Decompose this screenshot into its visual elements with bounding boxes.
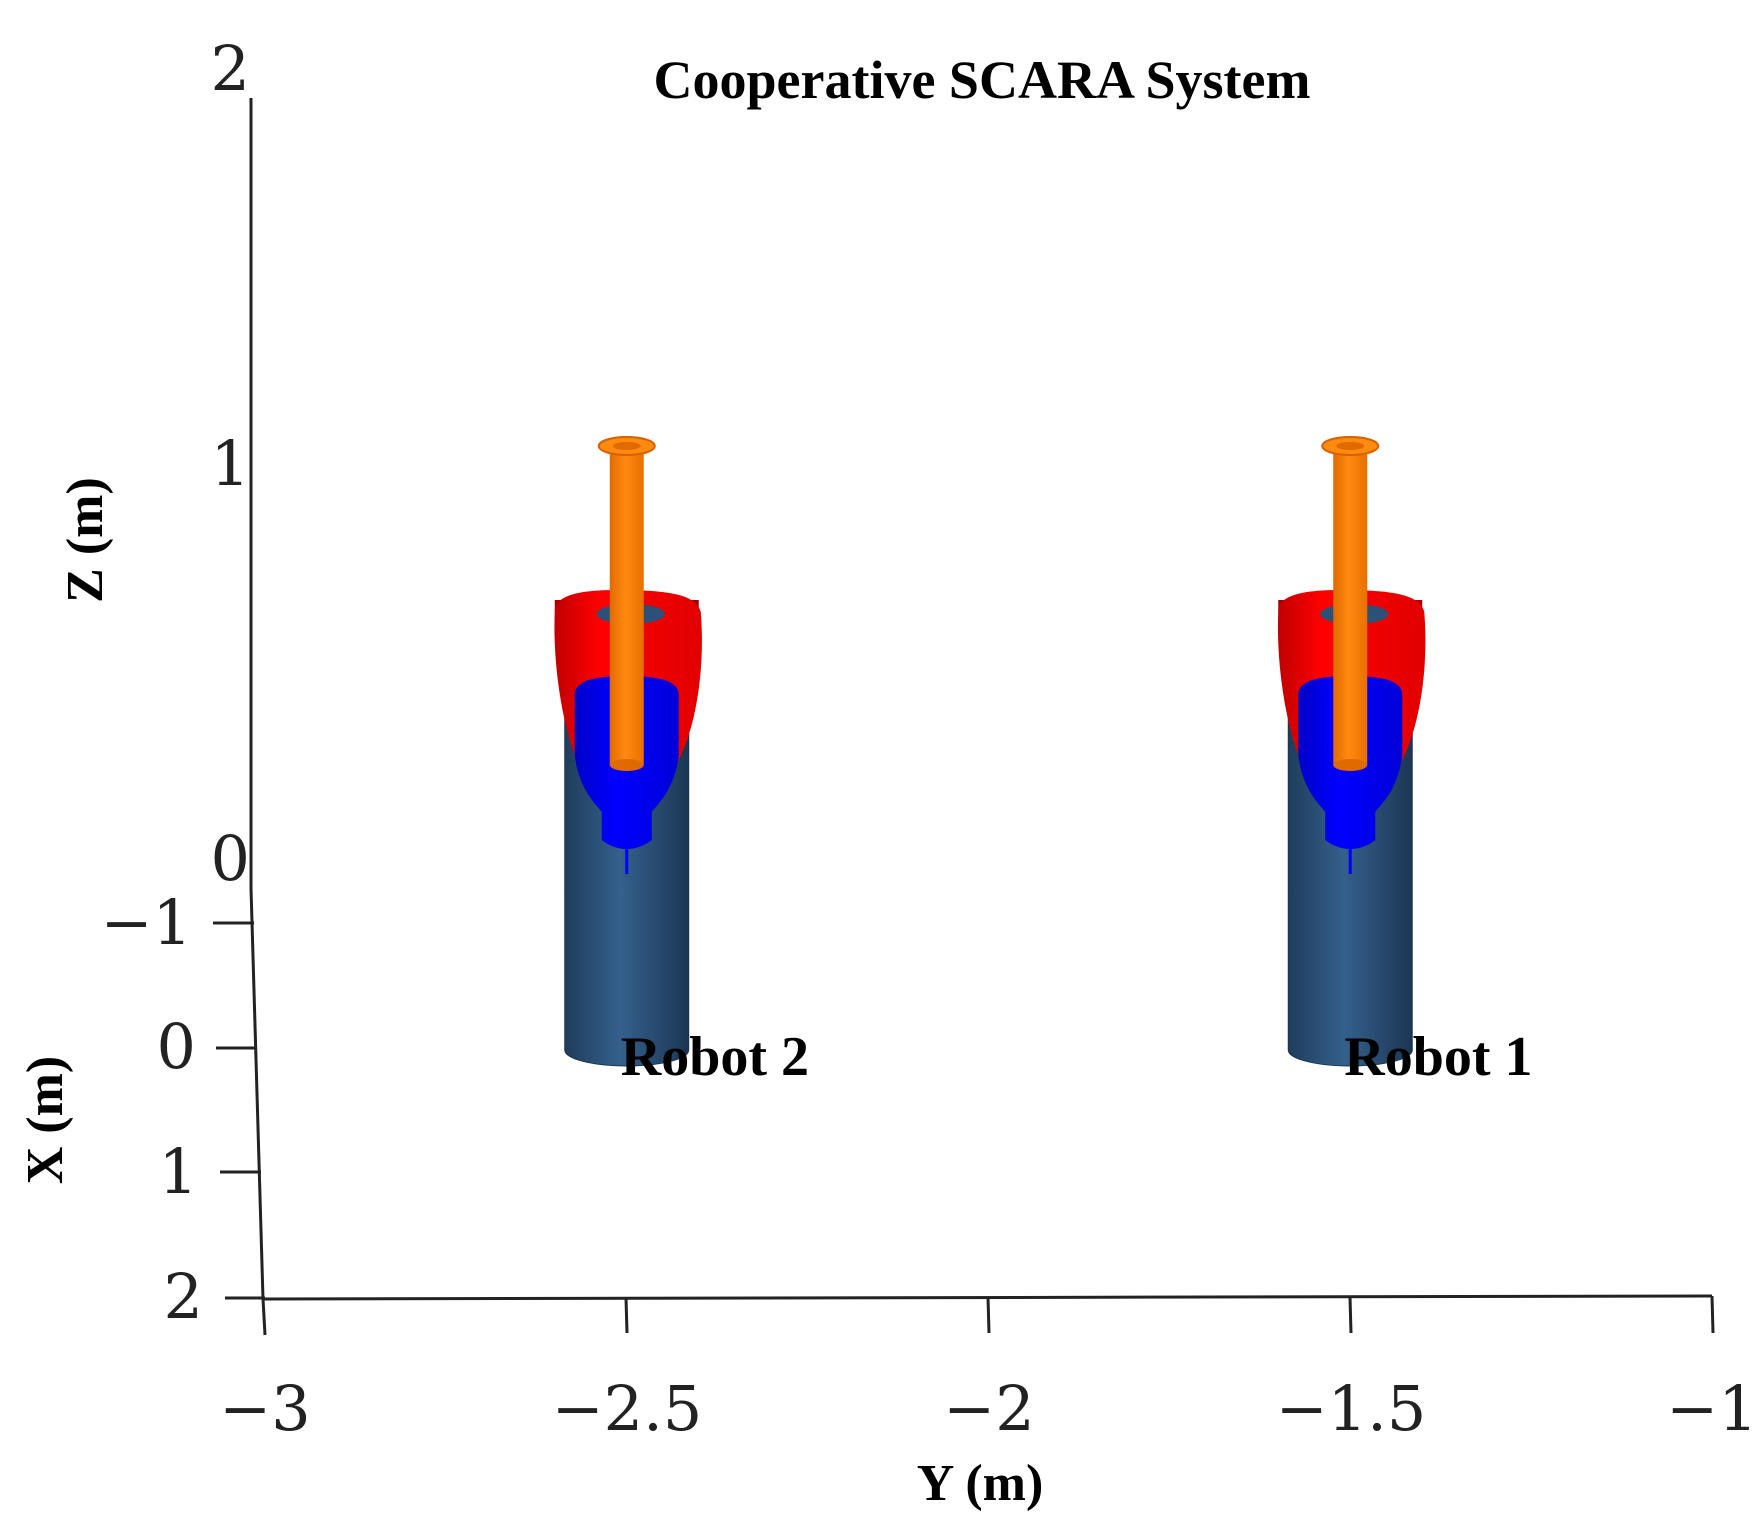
y-tick--3	[261, 1298, 267, 1336]
y-tick-label--1.5: −1.5	[1276, 1372, 1427, 1445]
robot-label: Robot 1	[1344, 1026, 1532, 1088]
y-axis-title: Y (m)	[917, 1455, 1044, 1512]
x-axis-line	[249, 887, 265, 1300]
z-axis-title: Z (m)	[57, 477, 114, 603]
y-tick-label--2: −2	[943, 1372, 1034, 1445]
z-tick-label-0: 0	[211, 822, 250, 895]
z-tick-label-1: 1	[211, 427, 250, 500]
robot-tool-cap-inner	[1336, 442, 1365, 450]
x-tick-label--1: −1	[101, 886, 192, 959]
x-axis-title: X (m)	[17, 1056, 74, 1185]
chart-title: Cooperative SCARA System	[654, 50, 1311, 110]
robot-tool-rod-bottom	[609, 759, 644, 771]
y-tick-label--1: −1	[1666, 1372, 1757, 1445]
robot-tool-cap-inner	[612, 442, 641, 450]
robots-layer: Robot 2 Robot 1	[554, 436, 1532, 1088]
robot-tool-rod	[609, 447, 644, 765]
robot-2: Robot 1	[1277, 436, 1532, 1088]
robot-1: Robot 2	[554, 436, 809, 1088]
x-tick-label-1: 1	[159, 1135, 198, 1208]
z-tick-label-2: 2	[211, 32, 250, 105]
robot-label: Robot 2	[621, 1026, 809, 1088]
y-tick-label--3: −3	[219, 1372, 310, 1445]
y-tick--2.5	[624, 1297, 629, 1334]
x-tick-label-2: 2	[164, 1260, 203, 1333]
y-tick-label--2.5: −2.5	[552, 1372, 703, 1445]
y-tick--1.5	[1348, 1296, 1353, 1334]
robot-tool-rod	[1333, 447, 1368, 765]
y-tick--2	[986, 1296, 991, 1334]
robot-tool-rod-bottom	[1333, 759, 1368, 771]
x-tick-label-0: 0	[157, 1010, 196, 1083]
y-tick--1	[1710, 1295, 1715, 1334]
